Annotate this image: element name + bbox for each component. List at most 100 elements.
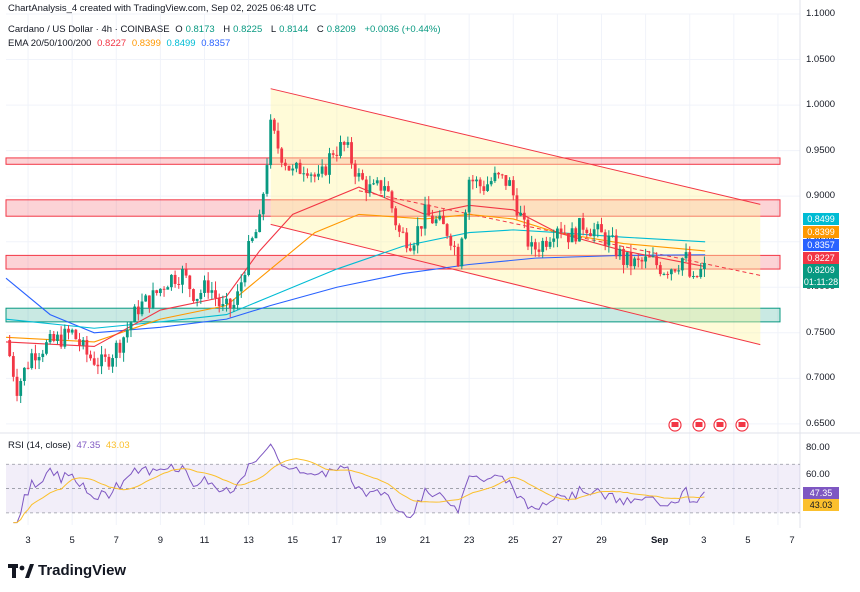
candle-body [401, 231, 405, 233]
candle-body [96, 364, 100, 367]
price-tag: 01:11:28 [803, 276, 839, 288]
candle-body [625, 252, 629, 265]
time-tick: 17 [331, 535, 343, 546]
price-tag: 0.8499 [803, 213, 839, 225]
candle-body [26, 367, 30, 369]
symbol-title[interactable]: Cardano / US Dollar · 4h · COINBASE [8, 24, 170, 35]
candle-body [342, 142, 346, 145]
candle-body [405, 232, 409, 249]
candle-body [335, 154, 339, 156]
time-tick: Sep [650, 535, 669, 546]
rsi-ma-tag: 43.03 [803, 499, 839, 511]
time-tick: 27 [552, 535, 563, 546]
candle-body [493, 172, 497, 182]
candle-body [261, 193, 265, 215]
candle-body [228, 298, 232, 309]
candle-body [511, 180, 515, 196]
candles [8, 114, 706, 404]
candle-body [688, 252, 692, 277]
candle-body [203, 280, 206, 293]
candle-body [548, 241, 552, 247]
candle-body [15, 376, 19, 396]
candle-body [19, 381, 23, 396]
candle-body [669, 269, 673, 275]
candle-body [699, 269, 703, 277]
candle-body [589, 233, 592, 237]
candle-body [449, 235, 453, 246]
candle-body [56, 334, 59, 341]
ohlc-close: C 0.8209 [316, 24, 356, 35]
ema20-value: 0.8227 [97, 38, 127, 49]
candle-body [460, 238, 464, 267]
candle-body [592, 229, 596, 237]
candle-body [581, 218, 585, 230]
candle-body [192, 289, 195, 301]
candle-body [280, 148, 284, 163]
candle-body [147, 295, 151, 308]
candle-body [419, 226, 423, 229]
candle-body [684, 252, 688, 259]
rsi-level-60: 60.00 [806, 469, 830, 480]
candle-body [34, 353, 37, 361]
time-tick: 7 [113, 535, 119, 546]
candle-body [555, 228, 559, 239]
price-tick: 0.6500 [806, 417, 836, 429]
candle-body [173, 274, 177, 284]
candle-body [181, 268, 184, 285]
channel-lower-line [270, 223, 761, 346]
candle-body [107, 356, 111, 367]
candle-body [287, 165, 291, 171]
brand-name: TradingView [38, 562, 127, 579]
horizontal-zones [5, 157, 781, 323]
candle-body [195, 298, 199, 301]
chart-attribution: ChartAnalysis_4 created with TradingView… [8, 3, 317, 14]
candle-body [269, 119, 273, 166]
candle-body [563, 232, 567, 234]
candle-body [272, 119, 276, 131]
candle-body [673, 269, 677, 272]
candle-body [111, 358, 115, 367]
candle-body [504, 175, 508, 186]
candle-body [515, 195, 519, 216]
candle-body [155, 290, 159, 294]
candle-body [67, 328, 70, 333]
price-tick: 0.9000 [806, 190, 836, 202]
candle-body [339, 142, 342, 156]
candle-body [353, 163, 357, 177]
candle-body [114, 342, 118, 359]
candle-body [585, 229, 589, 234]
candle-body [666, 273, 670, 275]
candle-body [644, 256, 648, 262]
candle-body [48, 334, 52, 343]
candle-body [309, 174, 313, 176]
candle-body [412, 245, 416, 251]
event-icons[interactable] [668, 418, 749, 432]
candle-body [199, 292, 203, 299]
price-tag: 0.8227 [803, 252, 839, 264]
tradingview-logo[interactable]: TradingView [8, 562, 126, 579]
candle-body [662, 273, 666, 275]
candle-body [346, 142, 350, 145]
time-tick: 5 [69, 535, 75, 546]
candle-body [600, 224, 603, 233]
price-tick: 1.0000 [806, 99, 836, 111]
descending-channel [270, 88, 761, 346]
channel-upper-line [270, 88, 761, 205]
price-tick: 1.0500 [806, 53, 836, 65]
candle-body [442, 215, 445, 225]
candle-body [206, 280, 210, 293]
candle-body [328, 153, 331, 175]
candle-body [92, 358, 96, 365]
candle-body [526, 219, 530, 247]
time-tick: 21 [419, 535, 431, 546]
candle-body [254, 232, 258, 239]
candle-body [611, 235, 614, 237]
candle-body [567, 233, 570, 243]
ema-legend[interactable]: EMA 20/50/100/200 0.8227 0.8399 0.8499 0… [8, 38, 233, 49]
rsi-legend[interactable]: RSI (14, close) 47.35 43.03 [8, 440, 133, 451]
candle-body [486, 184, 489, 191]
candle-body [151, 290, 155, 308]
candle-body [136, 306, 140, 315]
candle-body [633, 258, 636, 267]
